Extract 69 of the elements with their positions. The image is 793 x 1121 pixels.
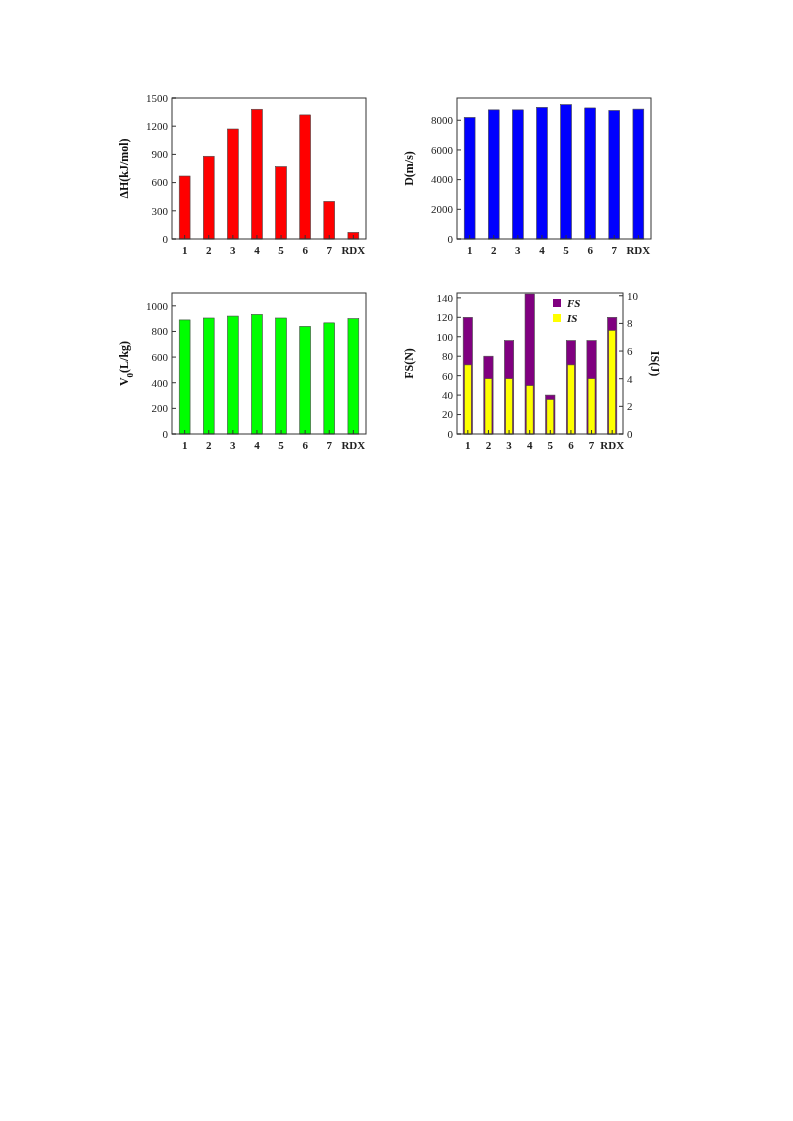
x-tick-label: 3 [506,439,513,451]
y2-tick-label: 4 [627,372,633,385]
x-tick-label: 6 [587,244,594,256]
y-tick-label: 600 [151,176,169,189]
y2-tick-label: 8 [627,317,633,330]
x-tick-label: 5 [278,439,285,451]
y-tick-label: 300 [151,204,169,217]
x-tick-label: 6 [302,244,309,256]
y-tick-label: 60 [442,369,454,382]
x-tick-label: 5 [278,244,285,256]
x-tick-label: RDX [626,244,651,256]
y-tick-label: 120 [436,311,454,324]
y-tick-label: 4000 [431,173,454,186]
x-tick-label: 2 [485,439,492,451]
x-tick-label: 7 [611,244,618,256]
y2-axis-title: IS(J) [648,350,662,377]
y-tick-label: 2000 [431,203,454,216]
x-tick-label: 4 [254,439,261,451]
y2-tick-label: 6 [627,344,633,357]
y-tick-label: 40 [442,388,454,401]
y-tick-label: 1200 [146,120,169,133]
x-tick-label: 5 [547,439,554,451]
x-tick-label: RDX [341,439,366,451]
legend-label: FS [566,297,581,309]
x-tick-label: 1 [181,439,188,451]
x-tick-label: 4 [539,244,546,256]
x-tick-label: 1 [466,244,473,256]
x-tick-label: 7 [326,244,333,256]
x-tick-label: 3 [230,244,237,256]
y-tick-label: 0 [162,427,169,440]
x-tick-label: 4 [526,439,533,451]
y-tick-label: 6000 [431,143,454,156]
y2-tick-label: 2 [627,400,633,413]
y-tick-label: 1000 [146,299,169,312]
x-tick-label: 7 [326,439,333,451]
x-tick-label: 4 [254,244,261,256]
x-tick-label: RDX [600,439,625,451]
x-tick-label: 6 [568,439,575,451]
y2-tick-label: 0 [627,427,633,440]
y-tick-label: 600 [151,350,169,363]
x-tick-label: 1 [465,439,471,451]
y-tick-label: 1500 [146,91,169,104]
y-tick-label: 800 [151,325,169,338]
x-tick-label: 2 [206,244,212,256]
x-tick-label: 6 [302,439,309,451]
legend-label: IS [566,312,578,324]
y-tick-label: 20 [442,408,454,421]
x-tick-label: 3 [515,244,522,256]
y-tick-label: 100 [436,330,454,343]
x-tick-label: 1 [181,244,188,256]
y-tick-label: 0 [447,427,454,440]
x-tick-label: 3 [230,439,237,451]
y-tick-label: 400 [151,376,169,389]
y2-tick-label: 10 [627,289,639,302]
x-tick-label: 2 [491,244,497,256]
y-tick-label: 8000 [431,114,454,127]
x-tick-label: RDX [341,244,366,256]
y-tick-label: 900 [151,148,169,161]
x-tick-label: 2 [206,439,212,451]
y-tick-label: 140 [436,291,454,304]
x-tick-label: 7 [588,439,595,451]
y-tick-label: 0 [447,232,454,245]
y-tick-label: 80 [442,350,454,363]
y-tick-label: 0 [162,232,169,245]
x-tick-label: 5 [563,244,570,256]
y-axis-title: D(m/s) [402,151,416,186]
y-axis-title: FS(N) [402,348,416,379]
y-tick-label: 200 [151,402,169,415]
y-axis-title: ΔH(kJ/mol) [117,138,131,199]
